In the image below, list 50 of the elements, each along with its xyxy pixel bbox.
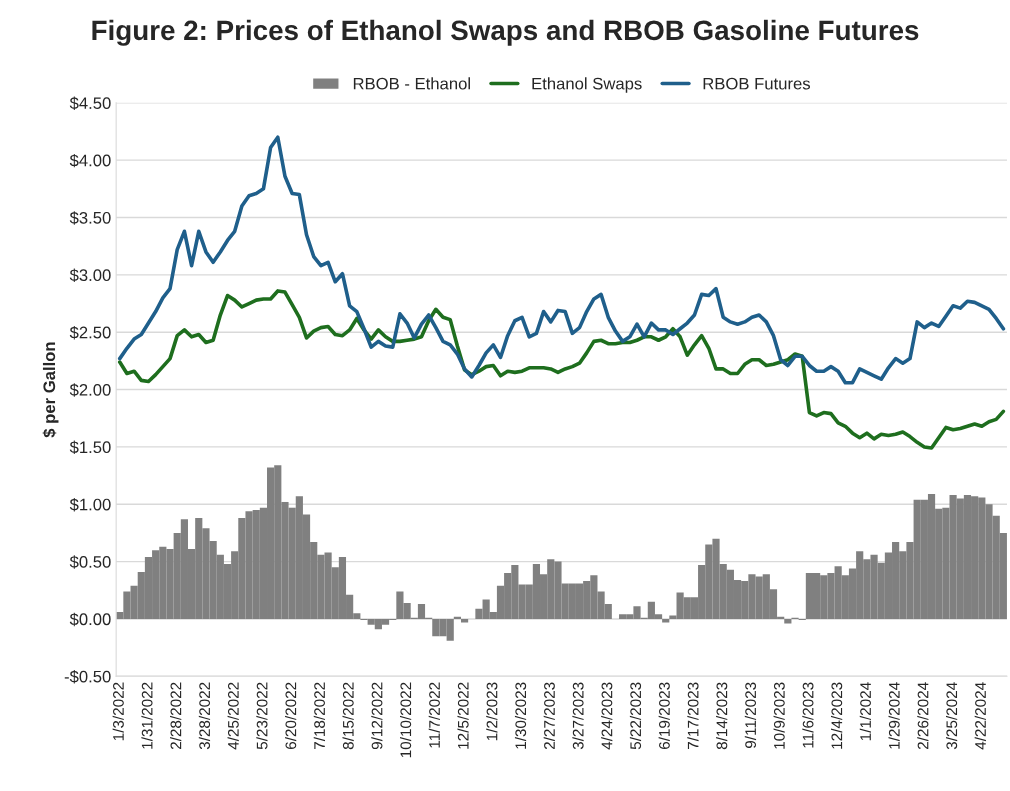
y-axis-title: $ per Gallon [42, 342, 59, 438]
x-tick-label: 12/5/2022 [457, 682, 469, 749]
x-tick-label: 3/27/2023 [572, 682, 584, 750]
x-tick-label: 1/31/2022 [141, 682, 153, 749]
x-tick-label: 4/25/2022 [227, 682, 239, 750]
legend-label: RBOB - Ethanol [353, 77, 470, 90]
y-tick-label: $0.00 [69, 612, 111, 627]
line-series [117, 135, 1006, 385]
bar [784, 618, 792, 624]
x-tick-label: 6/20/2022 [285, 682, 297, 750]
y-tick-label: $1.50 [69, 440, 111, 455]
x-tick-label: 1/2/2023 [486, 682, 498, 741]
y-tick-label: $1.00 [69, 497, 111, 512]
x-tick-label: 10/10/2022 [399, 682, 412, 758]
x-tick-label: 1/3/2022 [112, 682, 124, 741]
x-tick-label: 5/23/2022 [256, 682, 268, 750]
x-tick-label: 8/14/2023 [716, 682, 728, 750]
chart-title: Figure 2: Prices of Ethanol Swaps and RBOB Gasoline Futures [92, 19, 919, 46]
x-tick-label: 1/1/2024 [859, 682, 871, 741]
x-tick-label: 1/30/2023 [514, 682, 527, 749]
y-tick-label: $2.00 [69, 383, 111, 397]
y-tick-label: $3.00 [69, 268, 111, 283]
x-tick-label: 1/29/2024 [888, 682, 900, 749]
x-tick-label: 11/6/2023 [802, 682, 814, 748]
y-tick-label: $4.50 [69, 96, 111, 111]
x-tick-label: 9/12/2022 [371, 682, 383, 750]
x-tick-label: 3/25/2024 [945, 682, 958, 750]
x-tick-label: 7/18/2022 [313, 682, 325, 750]
x-tick-label: 2/26/2024 [917, 682, 929, 750]
legend-label: RBOB Futures [703, 77, 811, 90]
y-tick-label: $0.50 [69, 555, 111, 569]
x-tick-label: 3/28/2022 [198, 682, 211, 750]
x-tick-label: 8/15/2022 [342, 682, 354, 750]
y-tick-label: $4.00 [69, 153, 111, 168]
x-tick-label: 9/11/2023 [744, 682, 757, 748]
x-tick-label: 5/22/2023 [629, 682, 642, 750]
legend-label: Ethanol Swaps [532, 77, 642, 93]
y-tick-label: $3.50 [69, 211, 111, 225]
y-tick-label: -$0.50 [64, 670, 111, 684]
x-tick-label: 4/24/2023 [601, 682, 613, 750]
x-tick-label: 12/4/2023 [831, 682, 843, 749]
x-tick-label: 11/7/2022 [428, 682, 440, 748]
x-tick-label: 2/27/2023 [543, 682, 555, 750]
x-tick-label: 6/19/2023 [658, 682, 670, 750]
x-tick-label: 10/9/2023 [773, 682, 785, 749]
line-series [117, 289, 1006, 450]
x-tick-label: 7/17/2023 [687, 682, 699, 750]
x-tick-label: 2/28/2022 [170, 682, 182, 750]
y-tick-label: $2.50 [69, 325, 111, 340]
x-tick-label: 4/22/2024 [974, 682, 986, 750]
